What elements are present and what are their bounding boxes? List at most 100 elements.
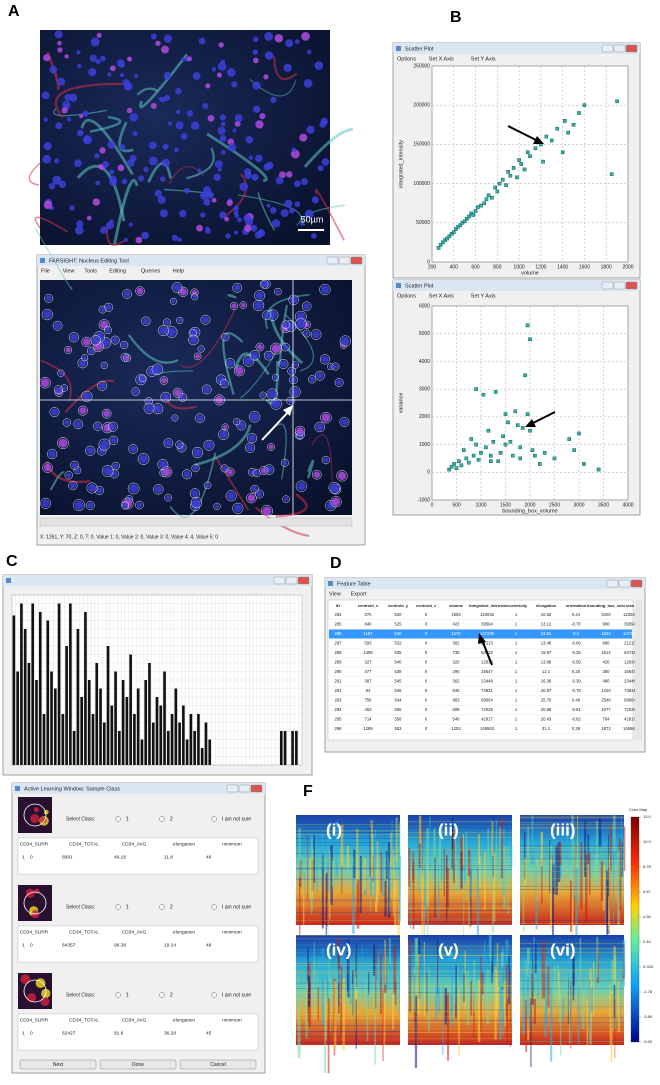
heatmap-band xyxy=(408,954,512,956)
nucleus-outline xyxy=(107,421,118,432)
radio-button[interactable] xyxy=(211,816,217,822)
nucleus xyxy=(222,334,228,340)
window-button[interactable] xyxy=(238,784,251,793)
heatmap-label: (i) xyxy=(326,820,342,839)
scatter-point xyxy=(549,138,554,143)
nucleus xyxy=(54,158,60,164)
heatmap-stripe xyxy=(452,830,455,883)
button-label[interactable]: Next xyxy=(53,1062,64,1068)
window-button[interactable] xyxy=(613,281,626,290)
menu-item[interactable]: File xyxy=(41,268,50,274)
heatmap-stripe xyxy=(463,973,465,1002)
radio-button[interactable] xyxy=(211,904,217,910)
menu-item[interactable]: Editing xyxy=(109,268,126,274)
nucleus xyxy=(192,72,201,80)
close-button[interactable] xyxy=(630,579,643,588)
tissue-strand xyxy=(265,293,310,329)
window-button[interactable] xyxy=(601,281,614,290)
menu-item[interactable]: View xyxy=(63,268,75,274)
menu-item[interactable]: Set X Axis xyxy=(429,56,454,62)
nucleus-outline xyxy=(127,482,140,495)
nucleus xyxy=(117,164,125,172)
close-button[interactable] xyxy=(625,281,638,290)
menu-item[interactable]: Tools xyxy=(84,268,97,274)
close-button[interactable] xyxy=(250,784,263,793)
button-label[interactable]: Cancel xyxy=(210,1062,226,1068)
nucleus xyxy=(71,462,78,469)
close-button[interactable] xyxy=(350,256,363,265)
table-cell: 0 xyxy=(425,679,428,684)
button[interactable] xyxy=(99,1059,177,1070)
table-cell: 0.2 xyxy=(573,631,579,636)
button[interactable] xyxy=(19,1059,97,1070)
menu-item[interactable]: View xyxy=(329,591,341,597)
radio-button[interactable] xyxy=(115,816,121,822)
window-button[interactable] xyxy=(618,579,631,588)
nucleus xyxy=(328,364,333,369)
nucleus xyxy=(167,327,176,337)
radio-button[interactable] xyxy=(211,992,217,998)
y-tick-label: 0 xyxy=(427,470,430,476)
heatmap-stripe xyxy=(460,837,464,871)
heatmap-band xyxy=(296,953,400,955)
nucleus xyxy=(134,73,139,78)
window-button[interactable] xyxy=(601,44,614,53)
heatmap-stripe xyxy=(505,939,509,974)
menu-item[interactable]: Options xyxy=(397,293,416,299)
menu-item[interactable]: Help xyxy=(173,268,184,274)
scatter-point xyxy=(511,166,516,170)
nucleus xyxy=(313,471,321,479)
nucleus-outline xyxy=(123,354,132,363)
radio-button[interactable] xyxy=(159,904,165,910)
tissue-strand xyxy=(53,108,107,117)
heatmap-band xyxy=(296,860,400,862)
window-button[interactable] xyxy=(226,784,239,793)
button-label[interactable]: Done xyxy=(132,1062,144,1068)
radio-button[interactable] xyxy=(115,904,121,910)
window-button[interactable] xyxy=(273,576,286,585)
window-button[interactable] xyxy=(326,256,339,265)
window-icon xyxy=(6,578,11,583)
menu-item[interactable]: Set X Axis xyxy=(429,293,454,299)
menu-item[interactable]: Set Y Axis xyxy=(471,293,496,299)
heatmap-band xyxy=(520,988,624,990)
nucleus xyxy=(223,424,228,430)
table-cell: 840 xyxy=(365,622,373,627)
window-button[interactable] xyxy=(606,579,619,588)
menu-item[interactable]: Options xyxy=(397,56,416,62)
button[interactable] xyxy=(179,1059,257,1070)
bar xyxy=(163,671,166,765)
window-button[interactable] xyxy=(285,576,298,585)
nucleus xyxy=(43,142,52,151)
heatmap-band xyxy=(296,1042,400,1043)
menu-item[interactable]: Set Y Axis xyxy=(471,56,496,62)
radio-button[interactable] xyxy=(115,992,121,998)
heatmap-stripe xyxy=(495,820,497,866)
heatmap-stripe xyxy=(307,975,310,1008)
heatmap-stripe xyxy=(398,958,400,1014)
heatmap-stripe xyxy=(483,941,486,984)
heatmap-band xyxy=(408,908,512,909)
scatter-point xyxy=(522,167,527,172)
menu-item[interactable]: Export xyxy=(351,591,367,597)
nucleus xyxy=(254,301,263,310)
title-bar xyxy=(393,43,640,54)
radio-button[interactable] xyxy=(159,992,165,998)
close-button[interactable] xyxy=(625,44,638,53)
heatmap-band xyxy=(296,938,400,940)
heatmap-band xyxy=(296,844,400,846)
nucleus-outline xyxy=(120,340,129,350)
window-button[interactable] xyxy=(613,44,626,53)
menu-item[interactable]: Queries xyxy=(141,268,161,274)
table-cell: 1 xyxy=(22,942,25,948)
heatmap-band xyxy=(296,965,400,966)
close-button[interactable] xyxy=(297,576,310,585)
nucleus-outline xyxy=(81,390,93,402)
heatmap-band xyxy=(520,980,624,982)
window-button[interactable] xyxy=(338,256,351,265)
heatmap-stripe xyxy=(335,821,339,878)
table-cell: 1 xyxy=(515,679,518,684)
table-cell: 453 xyxy=(365,707,373,712)
heatmap-stripe xyxy=(392,849,394,917)
radio-button[interactable] xyxy=(159,816,165,822)
